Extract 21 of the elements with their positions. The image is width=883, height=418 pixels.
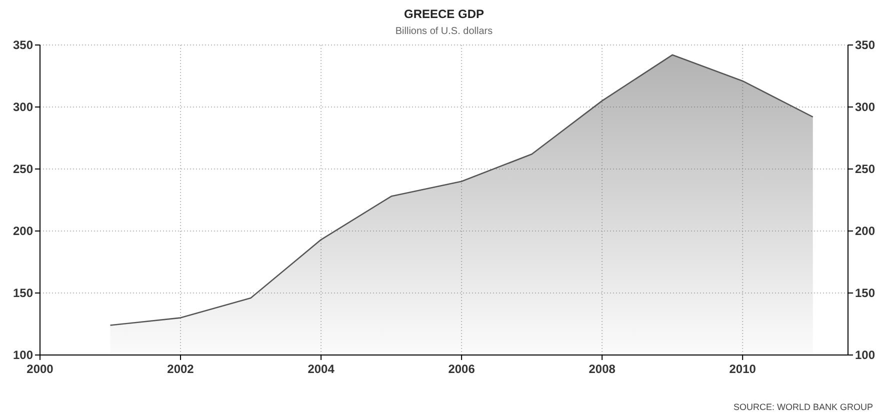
y-tick-label: 150 xyxy=(12,286,34,300)
x-tick-label: 2008 xyxy=(588,362,616,376)
chart-subtitle: Billions of U.S. dollars xyxy=(395,26,493,37)
source-note: SOURCE: WORLD BANK GROUP xyxy=(733,402,873,412)
y-tick-label: 300 xyxy=(12,100,34,114)
y2-tick-label: 250 xyxy=(855,162,876,176)
y-tick-label: 350 xyxy=(12,38,34,52)
x-tick-label: 2002 xyxy=(167,362,194,376)
y2-tick-label: 200 xyxy=(855,224,876,238)
x-tick-label: 2000 xyxy=(26,362,54,376)
y-tick-label: 200 xyxy=(12,224,34,238)
y-tick-label: 250 xyxy=(12,162,34,176)
y2-tick-label: 350 xyxy=(855,38,876,52)
x-tick-label: 2006 xyxy=(448,362,476,376)
y-tick-label: 100 xyxy=(12,348,34,362)
x-tick-label: 2010 xyxy=(729,362,756,376)
chart-title: GREECE GDP xyxy=(404,7,484,21)
y2-tick-label: 150 xyxy=(855,286,876,300)
x-tick-label: 2004 xyxy=(308,362,335,376)
y2-tick-label: 100 xyxy=(855,348,876,362)
y2-tick-label: 300 xyxy=(855,100,876,114)
